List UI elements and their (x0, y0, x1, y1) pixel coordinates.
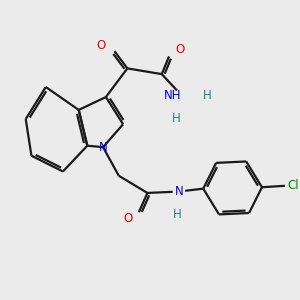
Text: O: O (175, 43, 184, 56)
Text: O: O (97, 39, 106, 52)
Text: H: H (172, 112, 180, 125)
Text: N: N (175, 185, 183, 198)
Text: H: H (173, 208, 182, 221)
Text: N: N (99, 141, 107, 154)
Text: Cl: Cl (288, 179, 299, 192)
Text: NH: NH (164, 89, 182, 102)
Text: O: O (124, 212, 133, 225)
Text: H: H (203, 89, 212, 102)
